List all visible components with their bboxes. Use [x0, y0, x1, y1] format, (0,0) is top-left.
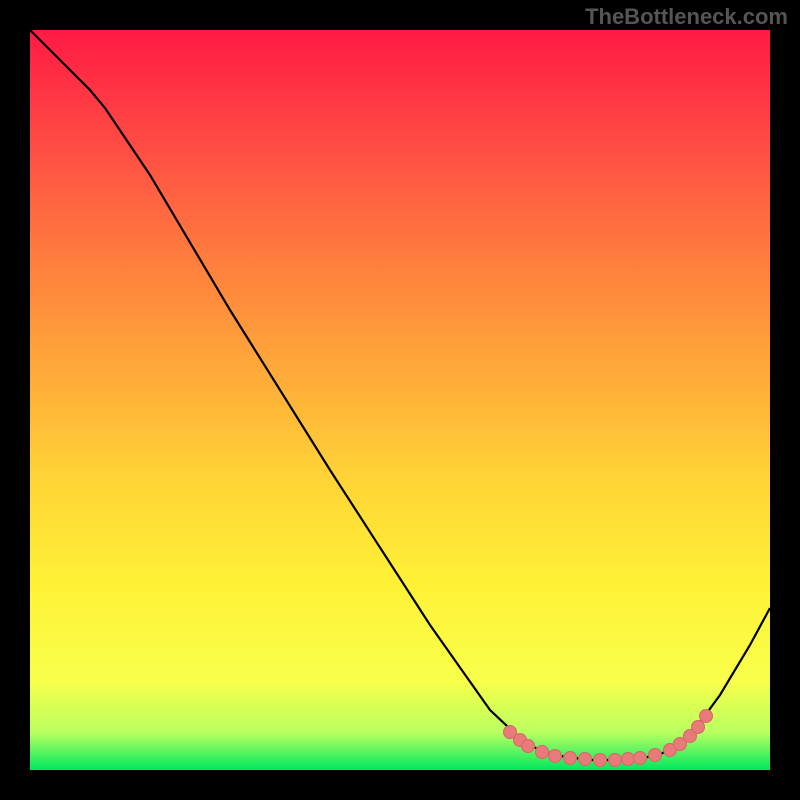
curve-marker	[536, 746, 549, 759]
curve-marker	[549, 750, 562, 763]
bottleneck-curve	[30, 30, 770, 760]
plot-group	[30, 30, 770, 767]
curve-marker	[579, 753, 592, 766]
curve-marker	[649, 749, 662, 762]
marker-group	[504, 710, 713, 767]
chart-container: TheBottleneck.com	[0, 0, 800, 800]
curve-marker	[564, 752, 577, 765]
curve-marker	[700, 710, 713, 723]
watermark-text: TheBottleneck.com	[585, 4, 788, 30]
curve-overlay	[0, 0, 800, 800]
curve-marker	[594, 754, 607, 767]
curve-marker	[692, 721, 705, 734]
curve-marker	[609, 754, 622, 767]
curve-marker	[634, 752, 647, 765]
curve-marker	[522, 740, 535, 753]
curve-marker	[622, 753, 635, 766]
